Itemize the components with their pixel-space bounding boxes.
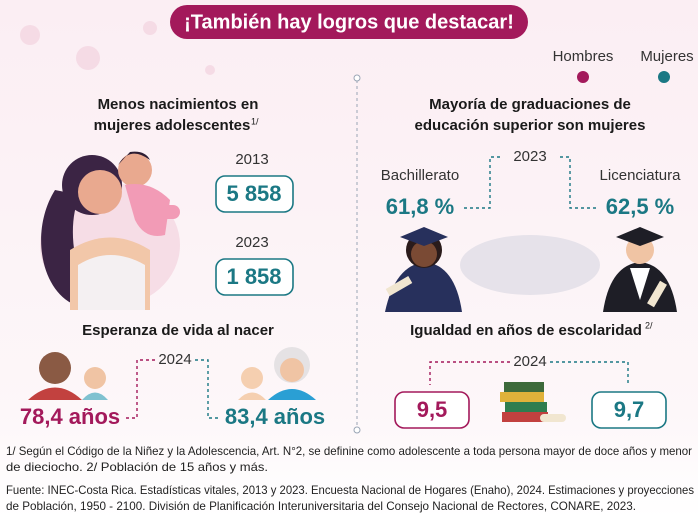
connector (462, 156, 500, 209)
value-text: 5 858 (226, 181, 281, 206)
year-label: 2023 (235, 234, 268, 251)
value-text: 78,4 años (20, 404, 120, 429)
section-heading: educación superior son mujeres (415, 117, 646, 134)
section-heading: Esperanza de vida al nacer (82, 322, 274, 339)
legend-label: Mujeres (640, 48, 693, 65)
value-text: 9,5 (417, 397, 448, 422)
connector (560, 156, 598, 209)
note-ref: 1/ (251, 116, 259, 126)
value-text: 1 858 (226, 264, 281, 289)
value-text: 61,8 % (386, 194, 455, 219)
category-label: Bachillerato (381, 167, 459, 184)
year-label: 2024 (158, 351, 191, 368)
footnote: de Población, 1950 - 2100. División de P… (6, 499, 636, 513)
value-text: 9,7 (614, 397, 645, 422)
footnote: de dieciocho. 2/ Población de 15 años y … (6, 460, 268, 474)
title: ¡También hay logros que destacar! (184, 11, 514, 33)
connector (429, 361, 510, 385)
section-heading: Menos nacimientos en (98, 96, 259, 113)
decor-dots (20, 21, 215, 75)
connector (124, 359, 155, 419)
value-box (591, 391, 667, 429)
legend-dot (658, 71, 670, 83)
title-banner (170, 5, 528, 39)
value-box (394, 391, 470, 429)
value-box (215, 258, 294, 296)
section-heading: Igualdad en años de escolaridad (410, 322, 642, 339)
year-label: 2024 (513, 353, 546, 370)
section-heading: Mayoría de graduaciones de (429, 96, 631, 113)
value-text: 62,5 % (606, 194, 675, 219)
value-box (215, 175, 294, 213)
footnote: 1/ Según el Código de la Niñez y la Adol… (6, 444, 692, 458)
divider-end (353, 74, 361, 82)
year-label: 2023 (513, 148, 546, 165)
footnote: Fuente: INEC-Costa Rica. Estadísticas vi… (6, 483, 694, 497)
divider-end (353, 426, 361, 434)
graduates-illustration (385, 227, 677, 312)
connector (195, 359, 220, 419)
books-illustration (500, 382, 566, 422)
legend-dot (577, 71, 589, 83)
life-illustration (28, 347, 316, 400)
category-label: Licenciatura (600, 167, 682, 184)
year-label: 2013 (235, 151, 268, 168)
section-heading: mujeres adolescentes (94, 117, 251, 134)
value-text: 83,4 años (225, 404, 325, 429)
legend-label: Hombres (553, 48, 614, 65)
mother-baby-illustration (40, 151, 180, 310)
note-ref: 2/ (645, 320, 653, 330)
connector (550, 361, 629, 385)
